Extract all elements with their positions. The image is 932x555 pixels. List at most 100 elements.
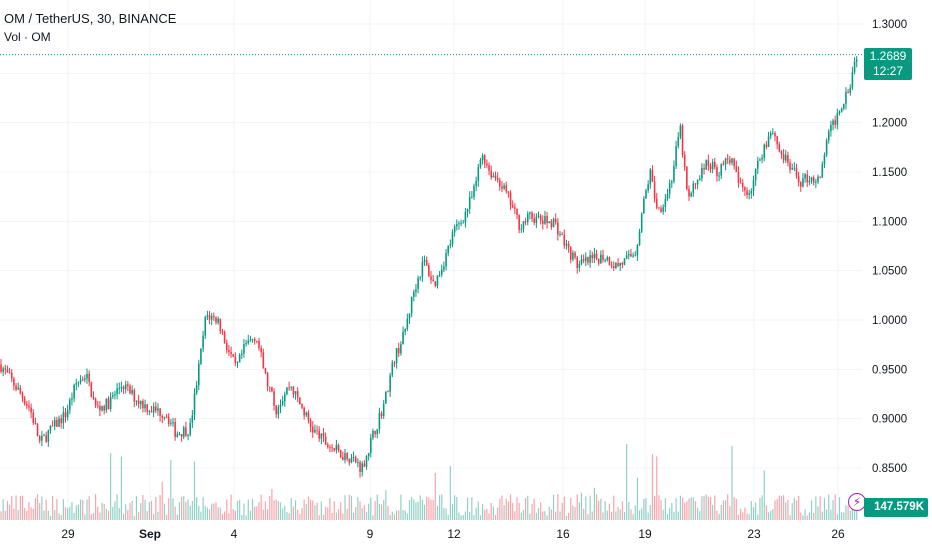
volume-bar (600, 498, 602, 520)
volume-bar (79, 499, 82, 520)
candle-body (329, 446, 331, 448)
volume-bar (542, 511, 544, 520)
time-tick-label: 4 (231, 527, 238, 541)
volume-bar (402, 510, 404, 520)
volume-bar (19, 496, 21, 520)
volume-bar (729, 505, 731, 520)
candle-body (335, 445, 338, 451)
candle-body (823, 154, 826, 165)
candle-body (778, 144, 781, 152)
candle-body (94, 398, 97, 406)
candle-body (268, 386, 271, 388)
candle-body (346, 453, 348, 460)
candle-body (698, 178, 701, 181)
grid (0, 0, 862, 520)
volume-bar (460, 515, 462, 520)
volume-bar (838, 497, 841, 520)
candle-body (8, 372, 11, 374)
volume-bar (512, 503, 514, 520)
volume-bar (273, 500, 275, 520)
time-tick-label: Sep (139, 527, 161, 541)
volume-bar (851, 502, 853, 520)
candle-body (397, 348, 400, 354)
candle-body (391, 362, 394, 376)
candle-body (714, 161, 716, 168)
candle-body (234, 356, 237, 364)
volume-bar (484, 510, 486, 520)
candle-body (359, 462, 361, 472)
candle-body (821, 164, 824, 178)
candle-body (86, 373, 88, 379)
candle-body (589, 255, 591, 263)
candle-body (812, 177, 815, 183)
candle-body (808, 180, 811, 183)
volume-indicator-label[interactable]: Vol · OM (4, 30, 51, 44)
volume-bar (810, 500, 813, 520)
volume-bar (374, 501, 376, 520)
volume-bar (705, 494, 707, 520)
symbol-title[interactable]: OM / TetherUS, 30, BINANCE (4, 11, 177, 26)
volume-bar (350, 495, 353, 520)
candle-body (170, 423, 172, 424)
candle-body (784, 155, 787, 161)
volume-bar (537, 508, 540, 520)
time-axis[interactable]: 29 Sep 4 9 12 16 19 23 26 (61, 527, 845, 541)
candle-body (122, 386, 125, 390)
candle-body (514, 207, 516, 209)
candle-body (139, 400, 142, 405)
candle-body (752, 180, 755, 191)
volume-bar (322, 514, 325, 520)
volume-bar (679, 495, 681, 520)
volume-bar (662, 509, 664, 520)
candle-body (511, 205, 514, 208)
volume-bar (211, 503, 213, 520)
volume-bar (120, 456, 122, 520)
volume-bar (565, 515, 568, 520)
volume-bar (202, 497, 204, 520)
candle-body (337, 445, 340, 450)
candle-body (580, 259, 583, 264)
candle-body (112, 395, 114, 397)
volume-bar (400, 494, 402, 520)
candle-body (178, 433, 181, 435)
candle-body (658, 207, 660, 209)
candle-body (849, 87, 852, 93)
volume-bar (451, 504, 454, 520)
candle-body (58, 418, 60, 427)
volume-bar (355, 507, 357, 520)
volume-bar (666, 514, 669, 520)
candle-body (724, 158, 727, 165)
price-tick-label: 0.9000 (872, 414, 907, 426)
volume-bar (559, 511, 561, 520)
volume-bar (647, 512, 649, 520)
candle-body (604, 259, 606, 261)
candle-body (744, 187, 746, 191)
volume-bar (224, 511, 226, 520)
candle-body (238, 354, 241, 363)
candle-body (348, 459, 351, 463)
price-axis[interactable]: 1.30001.25001.20001.15001.10001.05001.00… (872, 19, 907, 475)
candle-body (600, 254, 602, 264)
candle-body (333, 448, 336, 451)
candle-body (213, 316, 215, 318)
volume-bar (649, 505, 651, 520)
candle-body (563, 234, 566, 246)
candle-body (15, 385, 17, 390)
candle-body (417, 278, 419, 289)
candle-body (21, 393, 24, 399)
candle-body (38, 435, 41, 441)
volume-bar (181, 496, 183, 520)
volume-bar (636, 477, 638, 520)
volume-bar (342, 513, 344, 520)
candle-body (759, 159, 761, 161)
volume-bar (832, 500, 834, 520)
candle-body (552, 218, 555, 228)
volume-bar (798, 495, 800, 520)
candle-body (294, 391, 297, 395)
candle-body (195, 385, 198, 394)
candle-body (531, 212, 533, 219)
volume-bar (802, 515, 804, 520)
candle-body (567, 243, 570, 248)
